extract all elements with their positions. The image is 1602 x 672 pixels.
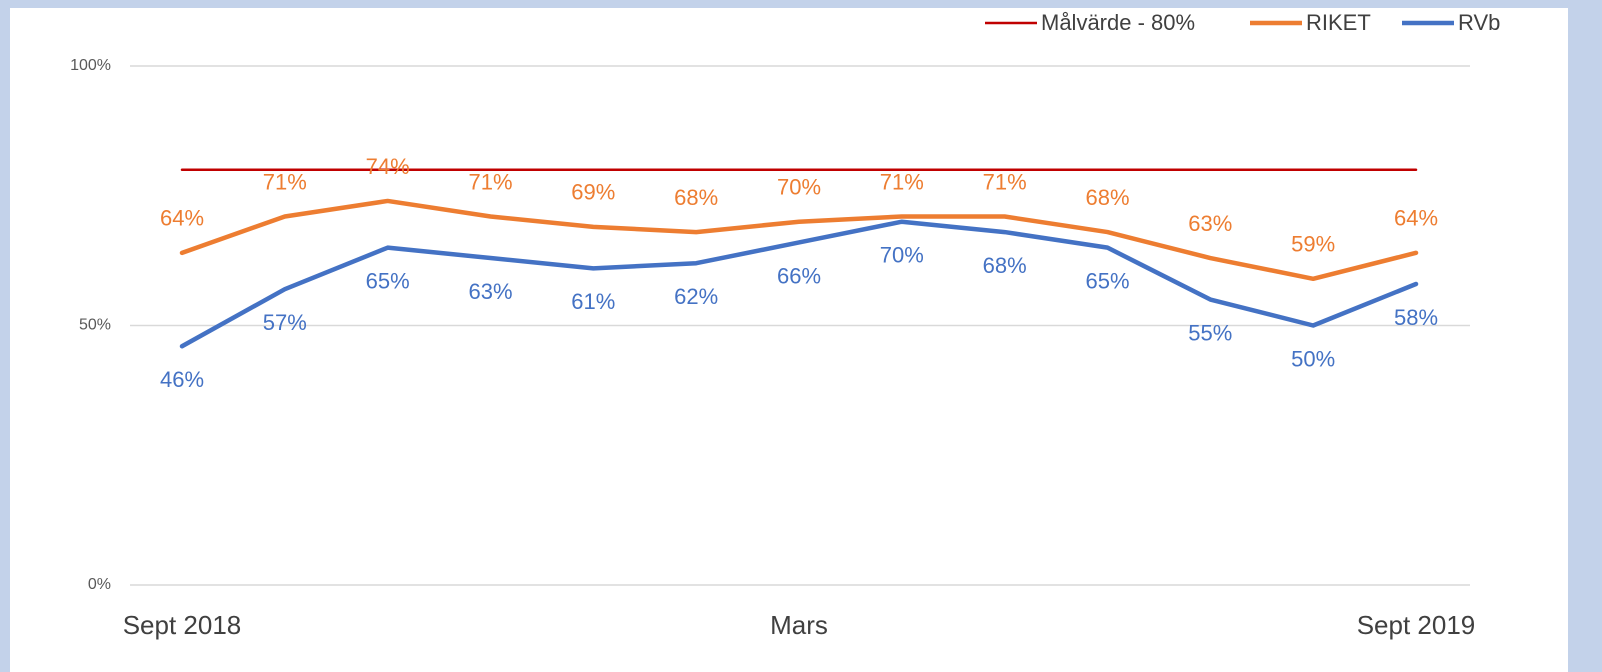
data-label: 70% (880, 243, 924, 268)
data-label: 57% (263, 310, 307, 335)
legend-label: Målvärde - 80% (1041, 10, 1195, 35)
x-tick-label: Mars (770, 610, 828, 640)
data-label: 63% (1188, 211, 1232, 236)
data-label: 62% (674, 284, 718, 309)
chart-background (10, 8, 1568, 672)
data-label: 50% (1291, 346, 1335, 371)
series-line (179, 219, 1419, 349)
data-label: 71% (983, 169, 1027, 194)
data-label: 69% (571, 180, 615, 205)
data-label: 59% (1291, 232, 1335, 257)
x-tick-label: Sept 2018 (123, 610, 242, 640)
y-tick-label: 50% (79, 317, 111, 334)
x-tick-label: Sept 2019 (1357, 610, 1476, 640)
data-label: 55% (1188, 320, 1232, 345)
legend-label: RIKET (1306, 10, 1371, 35)
data-label: 58% (1394, 305, 1438, 330)
data-label: 65% (366, 268, 410, 293)
y-tick-label: 100% (70, 57, 111, 74)
data-label: 66% (777, 263, 821, 288)
series-line (179, 198, 1419, 282)
data-label: 64% (1394, 206, 1438, 231)
data-label: 71% (263, 169, 307, 194)
data-label: 64% (160, 206, 204, 231)
data-label: 70% (777, 175, 821, 200)
data-label: 68% (983, 253, 1027, 278)
data-label: 71% (880, 169, 924, 194)
data-label: 65% (1085, 268, 1129, 293)
legend-label: RVb (1458, 10, 1500, 35)
data-label: 63% (468, 279, 512, 304)
data-label: 46% (160, 367, 204, 392)
data-label: 74% (366, 154, 410, 179)
data-label: 68% (1085, 185, 1129, 210)
y-tick-label: 0% (88, 576, 111, 593)
data-label: 68% (674, 185, 718, 210)
data-label: 61% (571, 289, 615, 314)
data-label: 71% (468, 169, 512, 194)
